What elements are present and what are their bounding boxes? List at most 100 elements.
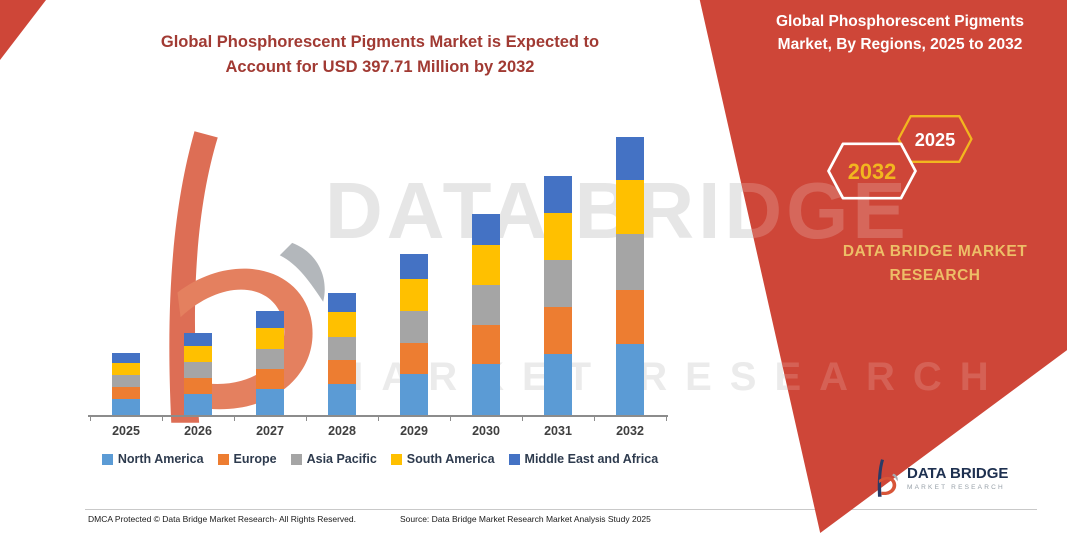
logo-name: DATA BRIDGE — [907, 464, 1009, 482]
hexagon-2025: 2025 — [897, 115, 973, 163]
bar-segment-middle-east-and-africa — [256, 311, 284, 328]
bar-segment-middle-east-and-africa — [112, 352, 140, 363]
corner-triangle-shape — [0, 0, 46, 60]
x-axis-tick — [378, 416, 379, 421]
legend-item-middle-east-and-africa: Middle East and Africa — [508, 452, 659, 466]
bar-segment-europe — [112, 387, 140, 399]
chart-title-line2: Account for USD 397.71 Million by 2032 — [225, 58, 535, 76]
bar-column-2028 — [306, 130, 378, 415]
legend-item-europe: Europe — [217, 452, 277, 466]
x-axis-ticks — [90, 416, 667, 422]
panel-brand-name: DATA BRIDGE MARKET RESEARCH — [800, 240, 1067, 288]
stacked-bar-2025 — [112, 352, 140, 415]
bar-segment-north-america — [184, 394, 212, 415]
legend-swatch-north-america — [101, 453, 113, 465]
panel-brand-line2: RESEARCH — [889, 267, 981, 284]
bar-column-2031 — [522, 130, 594, 415]
hexagon-2025-year: 2025 — [915, 129, 956, 150]
chart-title: Global Phosphorescent Pigments Market is… — [120, 30, 640, 80]
bar-segment-middle-east-and-africa — [472, 214, 500, 245]
footer-source-text: Source: Data Bridge Market Research Mark… — [400, 514, 651, 524]
bar-segment-south-america — [184, 345, 212, 362]
bar-segment-europe — [184, 377, 212, 394]
legend-swatch-europe — [217, 453, 229, 465]
x-labels-row: 2025 2026 2027 2028 2029 2030 2031 2032 — [90, 424, 666, 438]
x-axis-label-2030: 2030 — [472, 424, 500, 438]
legend-swatch-middle-east-and-africa — [508, 453, 520, 465]
data-bridge-logo: DATA BRIDGE MARKET RESEARCH — [870, 458, 1008, 498]
panel-brand-line1: DATA BRIDGE MARKET — [842, 243, 1028, 260]
hexagon-2032-outline — [827, 142, 917, 200]
bar-segment-north-america — [544, 354, 572, 415]
bar-segment-europe — [544, 307, 572, 355]
bar-segment-europe — [256, 368, 284, 390]
stacked-bar-2032 — [616, 136, 644, 415]
x-axis-tick — [594, 416, 595, 421]
legend-item-south-america: South America — [390, 452, 495, 466]
panel-title-line1: Global Phosphorescent Pigments — [775, 13, 1025, 30]
bar-column-2032 — [594, 130, 666, 415]
stacked-bar-2029 — [400, 254, 428, 415]
bar-column-2030 — [450, 130, 522, 415]
bar-column-2026 — [162, 130, 234, 415]
x-axis-tick — [306, 416, 307, 421]
legend: North America Europe Asia Pacific South Ame… — [70, 452, 690, 466]
footer-divider — [85, 509, 1037, 510]
x-axis-label-2029: 2029 — [400, 424, 428, 438]
x-axis-label-2026: 2026 — [184, 424, 212, 438]
x-axis-tick — [522, 416, 523, 421]
x-axis-label-2032: 2032 — [616, 424, 644, 438]
bars-row — [90, 130, 666, 415]
stacked-bar-2028 — [328, 293, 356, 415]
x-axis-label-2028: 2028 — [328, 424, 356, 438]
bar-segment-asia-pacific — [616, 234, 644, 291]
bar-segment-asia-pacific — [328, 336, 356, 361]
bar-segment-south-america — [256, 327, 284, 349]
bar-column-2029 — [378, 130, 450, 415]
bar-segment-south-america — [472, 244, 500, 285]
bar-segment-europe — [472, 324, 500, 364]
bar-segment-europe — [616, 290, 644, 345]
bar-segment-north-america — [256, 389, 284, 415]
bar-segment-asia-pacific — [112, 375, 140, 388]
bar-column-2025 — [90, 130, 162, 415]
legend-swatch-south-america — [390, 453, 402, 465]
x-axis-tick — [666, 416, 667, 421]
legend-label-middle-east-and-africa: Middle East and Africa — [524, 452, 659, 466]
bar-segment-middle-east-and-africa — [400, 254, 428, 280]
hexagon-2025-outline — [897, 115, 973, 163]
bar-segment-europe — [400, 342, 428, 375]
bar-segment-north-america — [472, 363, 500, 415]
bar-segment-north-america — [112, 398, 140, 415]
logo-subtitle: MARKET RESEARCH — [907, 483, 1005, 491]
bar-segment-asia-pacific — [472, 284, 500, 325]
bar-segment-south-america — [544, 212, 572, 260]
legend-label-north-america: North America — [117, 452, 204, 466]
hexagon-2032-year: 2032 — [848, 159, 896, 184]
logo-text: DATA BRIDGE MARKET RESEARCH — [907, 464, 1009, 491]
data-bridge-b-icon — [877, 459, 898, 497]
stacked-bar-2031 — [544, 175, 572, 415]
bar-segment-asia-pacific — [184, 361, 212, 378]
legend-swatch-asia-pacific — [290, 453, 302, 465]
legend-label-europe: Europe — [233, 452, 277, 466]
bar-segment-south-america — [112, 362, 140, 376]
bar-segment-asia-pacific — [256, 348, 284, 369]
x-axis-tick — [450, 416, 451, 421]
footer-dmca-text: DMCA Protected © Data Bridge Market Rese… — [88, 514, 356, 524]
x-axis-tick — [162, 416, 163, 421]
stacked-bar-2026 — [184, 333, 212, 415]
chart-title-line1: Global Phosphorescent Pigments Market is… — [160, 33, 600, 51]
bar-segment-asia-pacific — [400, 311, 428, 343]
bar-segment-south-america — [400, 279, 428, 312]
x-axis-label-2027: 2027 — [256, 424, 284, 438]
panel-title: Global Phosphorescent Pigments Market, B… — [742, 10, 1058, 56]
bar-segment-middle-east-and-africa — [616, 136, 644, 180]
legend-label-asia-pacific: Asia Pacific — [306, 452, 377, 466]
legend-item-north-america: North America — [101, 452, 204, 466]
legend-label-south-america: South America — [406, 452, 495, 466]
bar-segment-asia-pacific — [544, 259, 572, 308]
bar-column-2027 — [234, 130, 306, 415]
stacked-bar-2027 — [256, 311, 284, 415]
